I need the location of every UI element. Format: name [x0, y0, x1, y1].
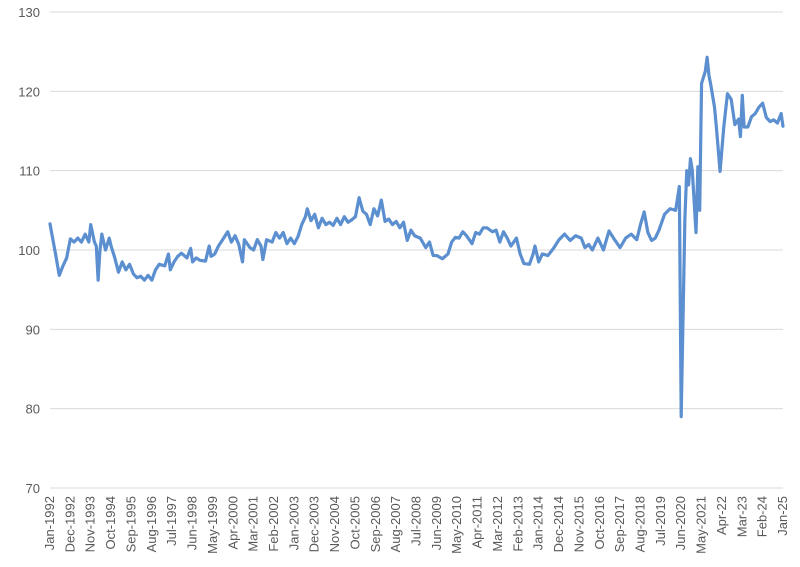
y-tick-label: 70: [26, 481, 40, 496]
y-tick-label: 90: [26, 322, 40, 337]
x-tick-label: Jul-2019: [653, 496, 668, 546]
x-tick-label: Apr-22: [714, 496, 729, 535]
x-tick-label: Aug-2007: [388, 496, 403, 552]
x-tick-label: Jun-2020: [673, 496, 688, 550]
x-tick-label: May-2021: [694, 496, 709, 554]
x-tick-label: Jan-25: [775, 496, 790, 536]
y-tick-label: 120: [18, 84, 40, 99]
x-tick-label: Jul-2008: [409, 496, 424, 546]
x-tick-label: Aug-1996: [144, 496, 159, 552]
x-tick-label: Feb-2013: [510, 496, 525, 552]
x-tick-label: Dec-2003: [307, 496, 322, 552]
x-tick-label: Mar-2012: [490, 496, 505, 552]
x-tick-label: Feb-2002: [266, 496, 281, 552]
x-tick-label: Sep-1995: [123, 496, 138, 552]
x-tick-label: Jan-2014: [531, 496, 546, 550]
x-tick-label: Jun-1998: [185, 496, 200, 550]
y-tick-label: 130: [18, 5, 40, 20]
y-axis-tick-labels: 70 80 90 100 110 120 130: [18, 5, 40, 496]
series-layer: [48, 55, 785, 419]
x-tick-label: Feb-24: [755, 496, 770, 537]
x-tick-label: May-1999: [205, 496, 220, 554]
x-tick-label: Apr-2000: [225, 496, 240, 549]
x-tick-label: Nov-2004: [327, 496, 342, 552]
gridlines: [50, 11, 783, 489]
x-tick-label: Aug-2018: [632, 496, 647, 552]
series-line: [48, 55, 785, 419]
x-tick-label: Jun-2009: [429, 496, 444, 550]
x-tick-label: Oct-2005: [347, 496, 362, 549]
x-tick-label: Nov-1993: [83, 496, 98, 552]
x-tick-label: Mar-23: [734, 496, 749, 537]
y-tick-label: 110: [19, 164, 40, 179]
x-axis-tick-labels: Jan-1992 Dec-1992 Nov-1993 Oct-1994 Sep-1995…: [42, 496, 790, 554]
y-tick-label: 80: [26, 402, 40, 417]
x-tick-label: May-2010: [449, 496, 464, 554]
x-tick-label: Dec-2014: [551, 496, 566, 552]
x-tick-label: Oct-2016: [592, 496, 607, 549]
x-tick-label: Oct-1994: [103, 496, 118, 549]
x-tick-label: Jan-1992: [42, 496, 57, 550]
x-tick-label: Dec-1992: [62, 496, 77, 552]
x-tick-label: Apr-2011: [470, 496, 485, 549]
x-tick-label: Jan-2003: [286, 496, 301, 550]
x-tick-label: Sep-2017: [612, 496, 627, 552]
y-tick-label: 100: [18, 243, 40, 258]
x-tick-label: Sep-2006: [368, 496, 383, 552]
x-tick-label: Nov-2015: [571, 496, 586, 552]
x-tick-label: Mar-2001: [246, 496, 261, 552]
x-tick-label: Jul-1997: [164, 496, 179, 546]
